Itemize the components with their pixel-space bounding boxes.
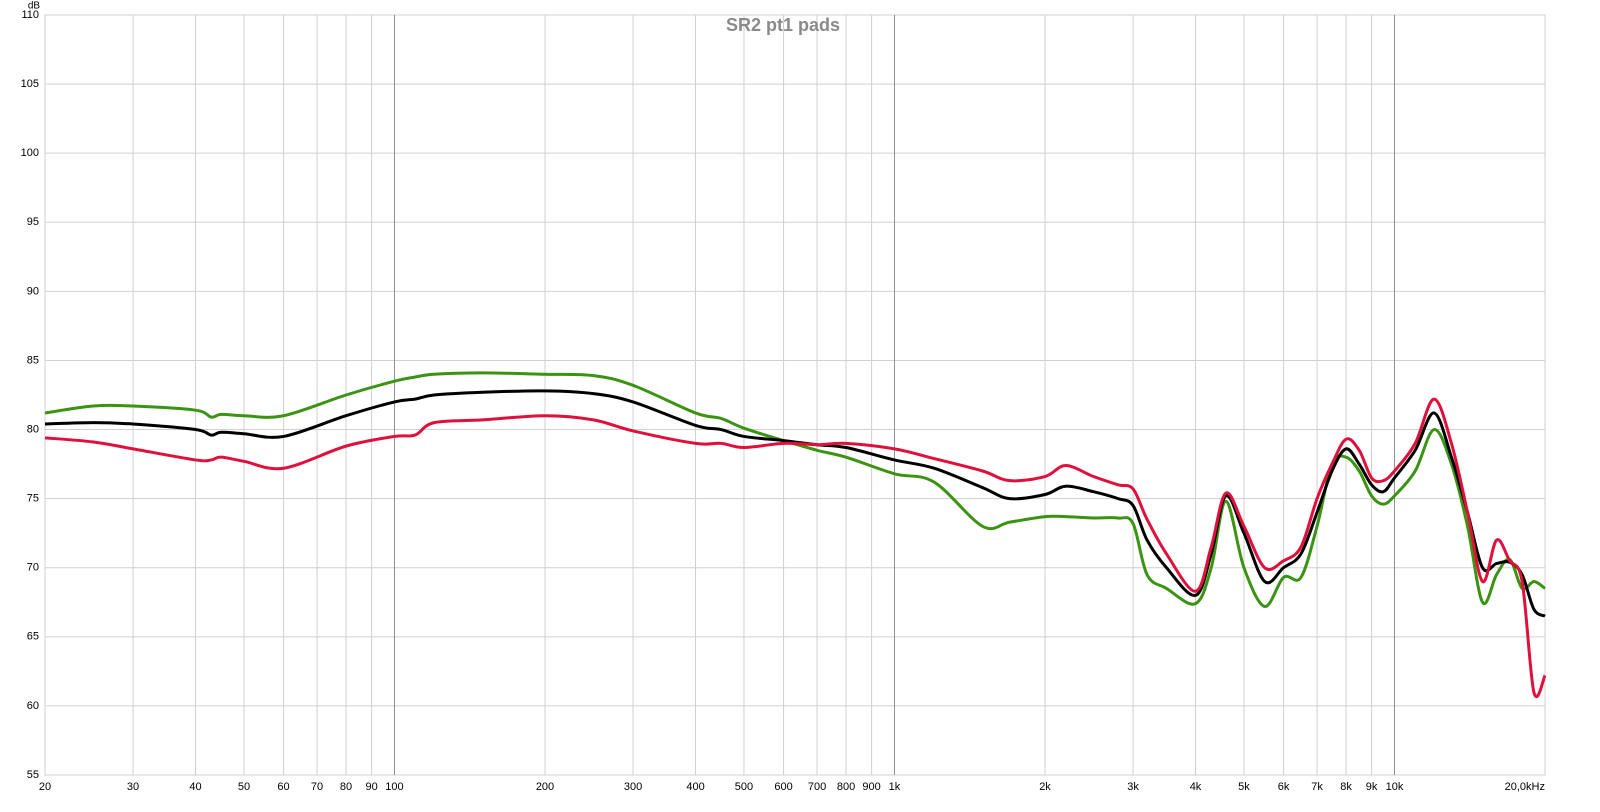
x-tick-label: 700 (808, 781, 826, 793)
x-tick-label: 20 (39, 781, 51, 793)
x-tick-label: 3k (1127, 781, 1139, 793)
x-tick-label: 8k (1340, 781, 1352, 793)
x-tick-label: 80 (340, 781, 352, 793)
x-tick-label: 60 (277, 781, 289, 793)
line-series (44, 371, 1546, 608)
y-tick-label: 80 (27, 423, 39, 435)
x-tick-label: 30 (127, 781, 139, 793)
y-tick-label: 60 (27, 700, 39, 712)
x-tick-label: 900 (862, 781, 880, 793)
y-tick-label: 85 (27, 354, 39, 366)
x-tick-label: 600 (774, 781, 792, 793)
y-tick-label: 65 (27, 631, 39, 643)
x-tick-label: 2k (1039, 781, 1051, 793)
y-tick-label: 110 (21, 9, 39, 21)
x-tick-label: 4k (1190, 781, 1202, 793)
y-tick-label: 100 (21, 147, 39, 159)
x-tick-label: 100 (385, 781, 403, 793)
x-tick-label: 10k (1386, 781, 1404, 793)
x-tick-label: 20,0kHz (1505, 781, 1545, 793)
x-tick-label: 5k (1238, 781, 1250, 793)
plot-area (44, 14, 1546, 776)
x-tick-label: 1k (889, 781, 901, 793)
x-tick-label: 9k (1366, 781, 1378, 793)
x-tick-label: 40 (189, 781, 201, 793)
y-tick-label: 70 (27, 562, 39, 574)
y-tick-label: 90 (27, 285, 39, 297)
y-tick-label: 105 (21, 78, 39, 90)
x-tick-label: 300 (624, 781, 642, 793)
y-tick-label: 55 (27, 769, 39, 781)
x-tick-label: 7k (1311, 781, 1323, 793)
x-tick-label: 50 (238, 781, 250, 793)
line-series (44, 397, 1547, 698)
x-tick-label: 200 (536, 781, 554, 793)
x-tick-label: 6k (1278, 781, 1290, 793)
y-axis-label: dB (28, 1, 41, 12)
x-tick-label: 70 (311, 781, 323, 793)
x-tick-label: 800 (837, 781, 855, 793)
x-tick-label: 500 (735, 781, 753, 793)
y-tick-label: 75 (27, 493, 39, 505)
x-tick-label: 400 (686, 781, 704, 793)
x-tick-label: 90 (365, 781, 377, 793)
line-series (44, 389, 1546, 618)
chart-title: SR2 pt1 pads (726, 15, 840, 35)
y-tick-label: 95 (27, 216, 39, 228)
